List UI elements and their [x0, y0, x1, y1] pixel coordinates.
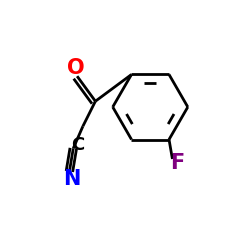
Text: O: O: [67, 58, 85, 78]
Text: N: N: [64, 169, 81, 189]
Text: C: C: [72, 136, 85, 154]
Text: F: F: [170, 153, 184, 173]
